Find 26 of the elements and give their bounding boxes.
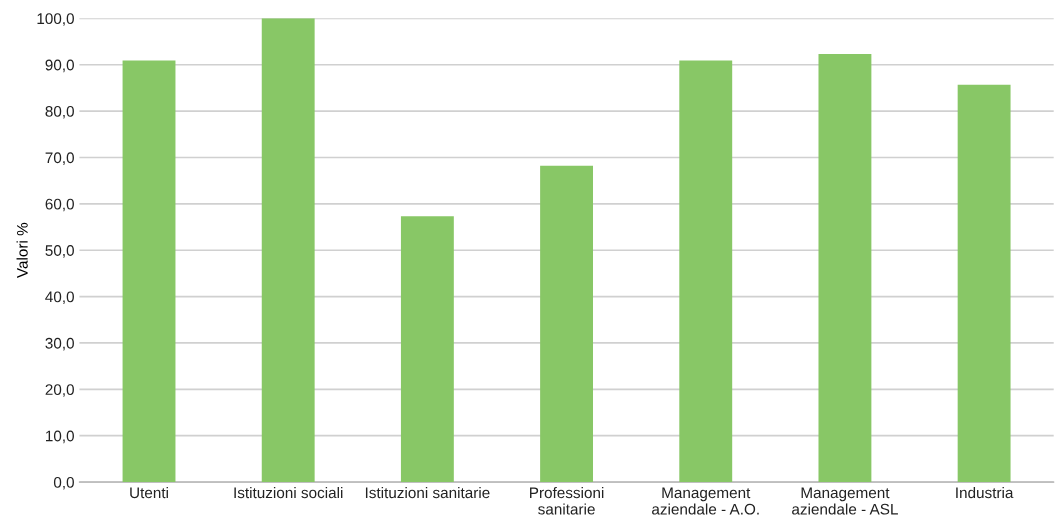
x-tick-label: Management aziendale - ASL — [792, 487, 898, 515]
y-tick-label: 20,0 — [45, 384, 74, 397]
x-tick-label: Management aziendale - A.O. — [652, 487, 759, 515]
y-tick-label: 0,0 — [53, 476, 74, 490]
bar — [679, 60, 733, 483]
x-tick-label: Istituzioni sanitarie — [365, 486, 490, 499]
bar — [400, 216, 454, 483]
bar — [957, 84, 1011, 483]
y-tick-label: 60,0 — [45, 198, 74, 212]
x-tick-label: Professioni sanitarie — [530, 486, 604, 515]
y-tick-label: 70,0 — [45, 152, 74, 165]
y-tick-label: 30,0 — [45, 337, 74, 351]
y-tick-label: 40,0 — [45, 291, 74, 305]
y-tick-label: 50,0 — [45, 245, 74, 258]
y-tick-label: 80,0 — [45, 105, 74, 119]
bar — [261, 18, 315, 483]
bar — [122, 60, 176, 483]
x-tick-label: Istituzioni sociali — [234, 486, 343, 499]
y-axis-title: Valori % — [16, 222, 28, 279]
bar — [540, 165, 594, 483]
x-tick-label: Utenti — [130, 486, 168, 499]
y-tick-label: 10,0 — [46, 430, 74, 444]
x-tick-label: Industria — [956, 486, 1014, 499]
y-tick-label: 90,0 — [45, 59, 74, 73]
y-tick-label: 100,0 — [37, 13, 74, 26]
bar — [818, 54, 872, 483]
